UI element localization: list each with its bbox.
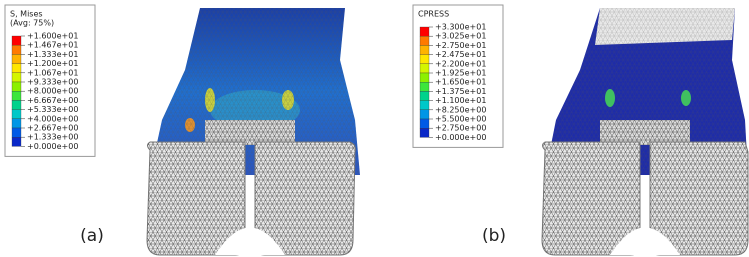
legend-value: +1.067e+01 (27, 68, 78, 77)
color-swatch (12, 91, 21, 100)
legend-value: +2.475e+01 (435, 50, 486, 59)
color-swatch (420, 64, 429, 73)
color-swatch (12, 64, 21, 73)
legend-value: +9.333e+00 (27, 78, 78, 87)
legend: CPRESS +3.300e+01+3.025e+01+2.750e+01+2.4… (413, 5, 503, 147)
legend-value: +1.925e+01 (435, 69, 486, 78)
color-swatch (420, 82, 429, 91)
render-a (147, 8, 360, 255)
color-swatch (12, 54, 21, 63)
panel-label: (a) (80, 226, 104, 246)
legend-title: (Avg: 75%) (10, 19, 54, 28)
legend-title: CPRESS (418, 10, 449, 19)
legend-value: +1.100e+01 (435, 96, 486, 105)
color-swatch (12, 36, 21, 45)
legend-value: +5.500e+00 (435, 115, 486, 124)
legend-value: +1.375e+01 (435, 87, 486, 96)
legend-value: +2.200e+01 (435, 59, 486, 68)
legend-value: +2.750e+00 (435, 124, 486, 133)
color-swatch (12, 73, 21, 82)
color-swatch (420, 110, 429, 119)
mesh (600, 120, 690, 145)
color-swatch (420, 101, 429, 110)
legend-value: +8.000e+00 (27, 87, 78, 96)
pressure-spot (681, 90, 691, 106)
color-swatch (12, 45, 21, 54)
legend-value: +1.200e+01 (27, 59, 78, 68)
legend-value: +8.250e+00 (435, 105, 486, 114)
panel-label: (b) (482, 226, 506, 246)
legend-value: +0.000e+00 (435, 133, 486, 142)
color-swatch (420, 55, 429, 64)
legend-value: +2.667e+00 (27, 124, 78, 133)
color-swatch (12, 82, 21, 91)
legend-value: +0.000e+00 (27, 142, 78, 151)
legend-value: +3.025e+01 (435, 32, 486, 41)
figure: S, Mises(Avg: 75%)+1.600e+01+1.467e+01+1… (0, 0, 749, 257)
color-swatch (12, 128, 21, 137)
color-swatch (420, 45, 429, 54)
color-swatch (420, 91, 429, 100)
legend-value: +6.667e+00 (27, 96, 78, 105)
legend-value: +1.467e+01 (27, 41, 78, 50)
legend-value: +1.600e+01 (27, 32, 78, 41)
legend-value: +1.650e+01 (435, 78, 486, 87)
color-swatch (420, 128, 429, 137)
pressure-spot (605, 89, 615, 107)
legend: S, Mises(Avg: 75%)+1.600e+01+1.467e+01+1… (5, 5, 95, 156)
legend-value: +2.750e+01 (435, 41, 486, 50)
color-swatch (12, 119, 21, 128)
color-swatch (12, 110, 21, 119)
legend-value: +4.000e+00 (27, 114, 78, 123)
render-b (542, 8, 748, 255)
color-swatch (420, 73, 429, 82)
legend-value: +5.333e+00 (27, 105, 78, 114)
color-swatch (420, 36, 429, 45)
legend-value: +1.333e+00 (27, 133, 78, 142)
color-swatch (12, 137, 21, 146)
color-swatch (420, 119, 429, 128)
color-swatch (420, 27, 429, 36)
mesh (205, 120, 295, 145)
color-swatch (12, 100, 21, 109)
legend-value: +1.333e+01 (27, 50, 78, 59)
legend-value: +3.300e+01 (435, 23, 486, 32)
legend-title: S, Mises (10, 10, 43, 19)
